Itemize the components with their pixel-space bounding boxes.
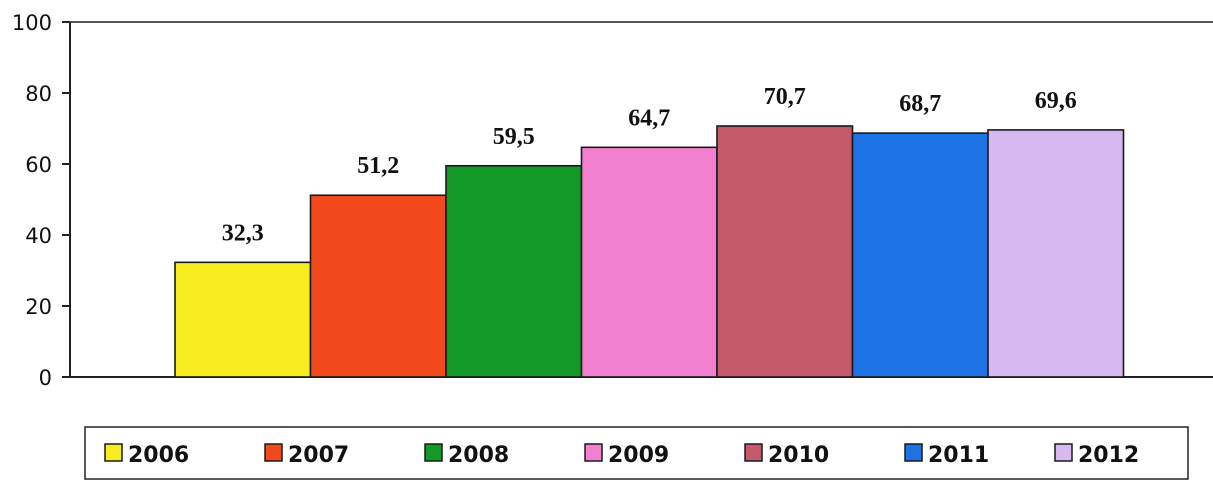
legend-label-2009: 2009: [608, 443, 669, 468]
legend-label-2010: 2010: [768, 443, 829, 468]
legend-label-2012: 2012: [1078, 443, 1139, 468]
legend-swatch-2006: [104, 443, 123, 462]
value-label-2007: 51,2: [357, 153, 399, 179]
bar-2011: [851, 132, 989, 378]
y-tick-label: 100: [12, 11, 52, 35]
legend-swatch-2009: [584, 443, 603, 462]
bar-2009: [580, 146, 718, 378]
value-label-2009: 64,7: [628, 105, 670, 131]
bar-2008: [445, 164, 583, 378]
legend-swatch-2007: [264, 443, 283, 462]
bar-2007: [309, 194, 447, 378]
y-tick-label: 40: [25, 224, 52, 248]
y-tick-label: 60: [25, 153, 52, 177]
value-label-2010: 70,7: [764, 84, 806, 110]
legend-swatch-2008: [424, 443, 443, 462]
bar-2012: [987, 129, 1125, 378]
legend-label-2011: 2011: [928, 443, 989, 468]
legend-label-2006: 2006: [128, 443, 189, 468]
value-label-2008: 59,5: [493, 124, 535, 150]
bar-2006: [174, 261, 312, 378]
bar-2010: [716, 125, 854, 378]
legend-swatch-2011: [904, 443, 923, 462]
legend-swatch-2012: [1054, 443, 1073, 462]
value-label-2006: 32,3: [222, 220, 264, 246]
y-tick-label: 80: [25, 82, 52, 106]
bars: [174, 125, 1125, 378]
y-tick-label: 0: [39, 366, 52, 390]
value-label-2011: 68,7: [899, 91, 941, 117]
legend-label-2008: 2008: [448, 443, 509, 468]
y-tick-label: 20: [25, 295, 52, 319]
value-labels: 32,3 51,2 59,5 64,7 70,7 68,7 69,6: [222, 84, 1077, 246]
legend-swatch-2010: [744, 443, 763, 462]
value-label-2012: 69,6: [1035, 88, 1077, 114]
legend: 2006 2007 2008 2009 2010 2011 2012: [84, 426, 1189, 480]
legend-label-2007: 2007: [288, 443, 349, 468]
